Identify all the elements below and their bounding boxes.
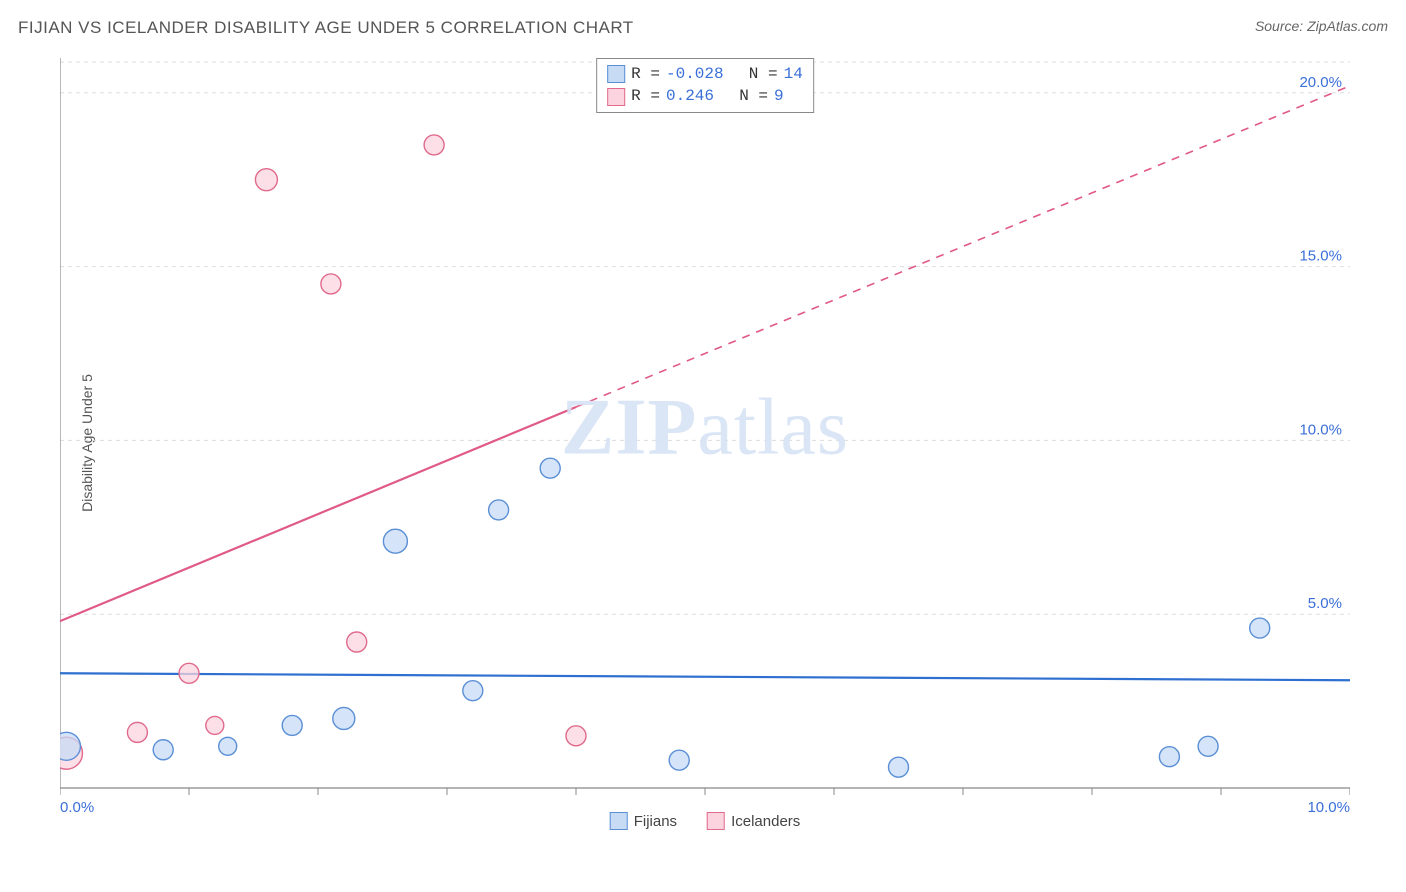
plot-area: ZIPatlas 5.0%10.0%15.0%20.0%0.0%10.0% R … [60, 58, 1350, 828]
stat-legend: R = -0.028 N = 14R = 0.246 N = 9 [596, 58, 814, 113]
legend-label: Icelanders [731, 813, 800, 830]
stat-r-value: -0.028 [666, 63, 724, 85]
stat-r-label: R = [631, 85, 660, 107]
legend-item: Fijians [610, 812, 677, 830]
svg-text:20.0%: 20.0% [1299, 74, 1342, 91]
series-legend: Fijians Icelanders [610, 812, 801, 830]
svg-text:10.0%: 10.0% [1307, 799, 1350, 816]
svg-text:0.0%: 0.0% [60, 799, 94, 816]
chart-container: Disability Age Under 5 ZIPatlas 5.0%10.0… [50, 58, 1350, 828]
chart-svg: 5.0% 10.0% 15.0% 20.0% 0.0% 10.0% [60, 58, 1350, 828]
stat-n-value: 14 [784, 63, 803, 85]
svg-text:15.0%: 15.0% [1299, 248, 1342, 265]
stat-n-label: N = [730, 63, 778, 85]
stat-legend-row: R = 0.246 N = 9 [607, 85, 803, 107]
source-label: Source: ZipAtlas.com [1255, 18, 1388, 34]
stat-legend-row: R = -0.028 N = 14 [607, 63, 803, 85]
legend-swatch [610, 812, 628, 830]
stat-r-value: 0.246 [666, 85, 714, 107]
stat-n-label: N = [720, 85, 768, 107]
svg-text:10.0%: 10.0% [1299, 421, 1342, 438]
legend-label: Fijians [634, 813, 677, 830]
stat-n-value: 9 [774, 85, 784, 107]
legend-item: Icelanders [707, 812, 800, 830]
legend-swatch [707, 812, 725, 830]
legend-swatch [607, 65, 625, 83]
stat-r-label: R = [631, 63, 660, 85]
chart-title: FIJIAN VS ICELANDER DISABILITY AGE UNDER… [18, 18, 634, 37]
chart-header: FIJIAN VS ICELANDER DISABILITY AGE UNDER… [18, 18, 1388, 48]
legend-swatch [607, 88, 625, 106]
svg-text:5.0%: 5.0% [1308, 595, 1342, 612]
